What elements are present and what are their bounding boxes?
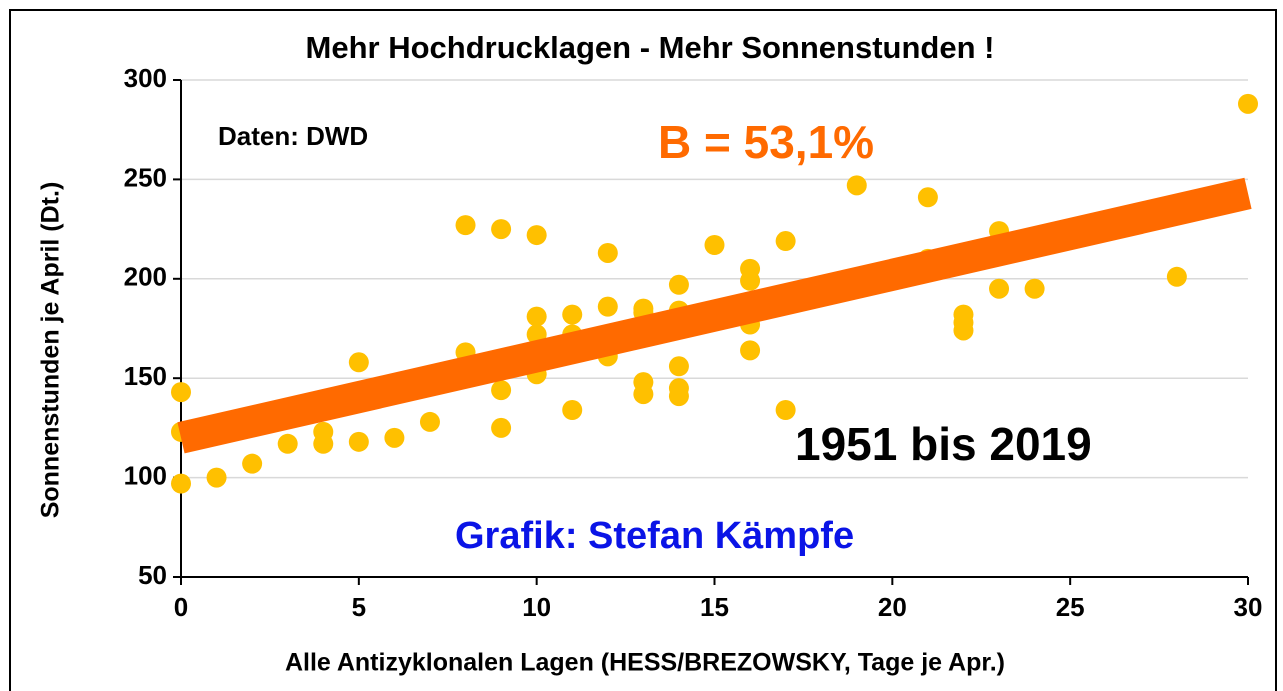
y-tick-label: 150 xyxy=(124,361,167,391)
point xyxy=(313,421,334,442)
point xyxy=(597,296,618,317)
point xyxy=(242,453,263,474)
y-tick-label: 100 xyxy=(124,460,167,490)
frame xyxy=(9,9,1277,691)
point xyxy=(171,473,191,494)
annotation: Daten: DWD xyxy=(218,121,368,151)
point xyxy=(1166,266,1187,287)
point xyxy=(1024,278,1045,299)
x-tick-label: 10 xyxy=(522,592,551,622)
y-tick-label: 200 xyxy=(124,262,167,292)
point xyxy=(775,231,796,252)
point xyxy=(491,219,512,240)
annotation: 1951 bis 2019 xyxy=(795,418,1092,470)
point xyxy=(668,356,689,377)
point xyxy=(989,278,1010,299)
y-tick-label: 50 xyxy=(138,560,167,590)
point xyxy=(917,187,938,208)
x-tick-label: 5 xyxy=(352,592,366,622)
point xyxy=(171,382,191,403)
point xyxy=(775,400,796,421)
y-axis-label: Sonnenstunden je April (Dt.) xyxy=(37,182,65,519)
point xyxy=(419,411,440,432)
x-tick-label: 0 xyxy=(174,592,188,622)
point xyxy=(526,225,547,246)
point xyxy=(668,274,689,295)
point xyxy=(455,215,476,236)
y-tick-label: 300 xyxy=(124,63,167,93)
point xyxy=(704,235,725,256)
point xyxy=(526,306,547,327)
annotation: Grafik: Stefan Kämpfe xyxy=(455,515,854,557)
point xyxy=(633,384,654,405)
point xyxy=(740,340,761,361)
x-tick-label: 15 xyxy=(700,592,729,622)
x-tick-label: 25 xyxy=(1056,592,1085,622)
point xyxy=(1238,93,1258,114)
point xyxy=(953,320,974,341)
point xyxy=(668,386,689,407)
x-tick-label: 30 xyxy=(1234,592,1263,622)
point xyxy=(491,417,512,438)
x-axis-label: Alle Antizyklonalen Lagen (HESS/BREZOWSK… xyxy=(285,649,1005,677)
trendline xyxy=(177,177,1252,454)
point xyxy=(206,467,227,488)
point xyxy=(597,242,618,263)
point xyxy=(491,380,512,401)
plot: 50 100 150 200 250 300 0 5 10 15 20 25 30 xyxy=(124,63,1263,622)
point xyxy=(846,175,867,196)
annotation: B = 53,1% xyxy=(658,116,874,168)
point xyxy=(348,431,369,452)
y-tick-label: 250 xyxy=(124,162,167,192)
x-tick-label: 20 xyxy=(878,592,907,622)
point xyxy=(277,433,298,454)
point xyxy=(562,400,583,421)
point xyxy=(384,427,405,448)
point xyxy=(348,352,369,373)
chart-title: Mehr Hochdrucklagen - Mehr Sonnenstunden… xyxy=(306,30,995,65)
point xyxy=(562,304,583,325)
point xyxy=(740,270,761,291)
